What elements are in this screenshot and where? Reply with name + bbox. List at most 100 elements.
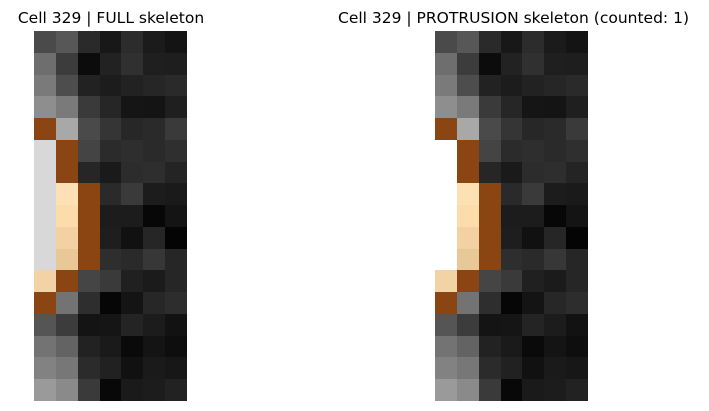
pixel-cell (456, 161, 479, 184)
pixel-cell (500, 161, 523, 184)
pixel-cell (165, 292, 187, 314)
pixel-cell (435, 183, 457, 206)
pixel-cell (544, 379, 567, 401)
pixel-cell (99, 205, 122, 227)
pixel-cell (522, 96, 545, 119)
pixel-cell (121, 292, 144, 314)
pixel-cell (435, 248, 457, 271)
pixel-cell (478, 31, 501, 53)
pixel-cell (55, 118, 78, 140)
pixel-cell (165, 96, 187, 119)
pixel-cell (478, 226, 501, 249)
pixel-cell (544, 96, 567, 119)
pixel-cell (121, 96, 144, 119)
pixel-cell (435, 357, 457, 380)
pixel-cell (566, 31, 588, 53)
pixel-cell (143, 226, 166, 249)
pixel-cell (522, 74, 545, 97)
pixel-cell (165, 118, 187, 140)
pixel-cell (34, 139, 56, 162)
pixel-cell (143, 183, 166, 206)
pixel-cell (34, 118, 56, 140)
pixel-cell (34, 313, 56, 336)
pixel-cell (478, 270, 501, 293)
protrusion-skeleton-panel: Cell 329 | PROTRUSION skeleton (counted:… (318, 0, 709, 411)
pixel-cell (544, 139, 567, 162)
pixel-cell (435, 161, 457, 184)
pixel-cell (121, 74, 144, 97)
pixel-cell (55, 313, 78, 336)
pixel-cell (99, 52, 122, 75)
pixel-cell (55, 183, 78, 206)
pixel-cell (55, 357, 78, 380)
pixel-cell (500, 118, 523, 140)
pixel-cell (566, 205, 588, 227)
pixel-cell (121, 118, 144, 140)
pixel-cell (544, 313, 567, 336)
pixel-cell (500, 205, 523, 227)
pixel-cell (34, 292, 56, 314)
pixel-cell (566, 226, 588, 249)
pixel-cell (456, 379, 479, 401)
pixel-cell (456, 335, 479, 358)
pixel-cell (121, 31, 144, 53)
pixel-cell (99, 270, 122, 293)
pixel-cell (522, 183, 545, 206)
pixel-cell (121, 226, 144, 249)
pixel-cell (34, 183, 56, 206)
pixel-cell (99, 161, 122, 184)
pixel-cell (435, 31, 457, 53)
pixel-cell (522, 248, 545, 271)
pixel-cell (77, 183, 100, 206)
pixel-cell (99, 183, 122, 206)
pixel-cell (478, 248, 501, 271)
pixel-cell (566, 335, 588, 358)
pixel-cell (143, 161, 166, 184)
pixel-cell (435, 118, 457, 140)
pixel-cell (121, 270, 144, 293)
pixel-cell (500, 270, 523, 293)
pixel-cell (34, 357, 56, 380)
pixel-cell (478, 183, 501, 206)
pixel-cell (435, 52, 457, 75)
pixel-cell (143, 292, 166, 314)
pixel-cell (478, 52, 501, 75)
pixel-cell (165, 357, 187, 380)
pixel-cell (55, 74, 78, 97)
pixel-cell (121, 335, 144, 358)
pixel-cell (55, 292, 78, 314)
pixel-cell (121, 379, 144, 401)
pixel-cell (121, 205, 144, 227)
pixel-cell (456, 139, 479, 162)
pixel-cell (143, 357, 166, 380)
pixel-cell (121, 313, 144, 336)
pixel-cell (55, 226, 78, 249)
pixel-cell (143, 139, 166, 162)
pixel-cell (522, 357, 545, 380)
pixel-cell (143, 270, 166, 293)
pixel-cell (165, 31, 187, 53)
pixel-cell (478, 139, 501, 162)
full-skeleton-panel: Cell 329 | FULL skeleton (0, 0, 222, 411)
pixel-cell (99, 335, 122, 358)
pixel-cell (55, 248, 78, 271)
pixel-cell (121, 52, 144, 75)
pixel-cell (522, 335, 545, 358)
pixel-cell (34, 161, 56, 184)
pixel-cell (522, 205, 545, 227)
pixel-cell (435, 379, 457, 401)
pixel-cell (77, 292, 100, 314)
pixel-cell (55, 31, 78, 53)
pixel-cell (522, 118, 545, 140)
pixel-cell (165, 161, 187, 184)
pixel-cell (522, 161, 545, 184)
pixel-cell (435, 226, 457, 249)
pixel-cell (435, 335, 457, 358)
pixel-cell (478, 313, 501, 336)
pixel-cell (500, 313, 523, 336)
pixel-cell (544, 270, 567, 293)
pixel-cell (522, 379, 545, 401)
pixel-cell (77, 139, 100, 162)
pixel-cell (544, 357, 567, 380)
pixel-cell (456, 205, 479, 227)
